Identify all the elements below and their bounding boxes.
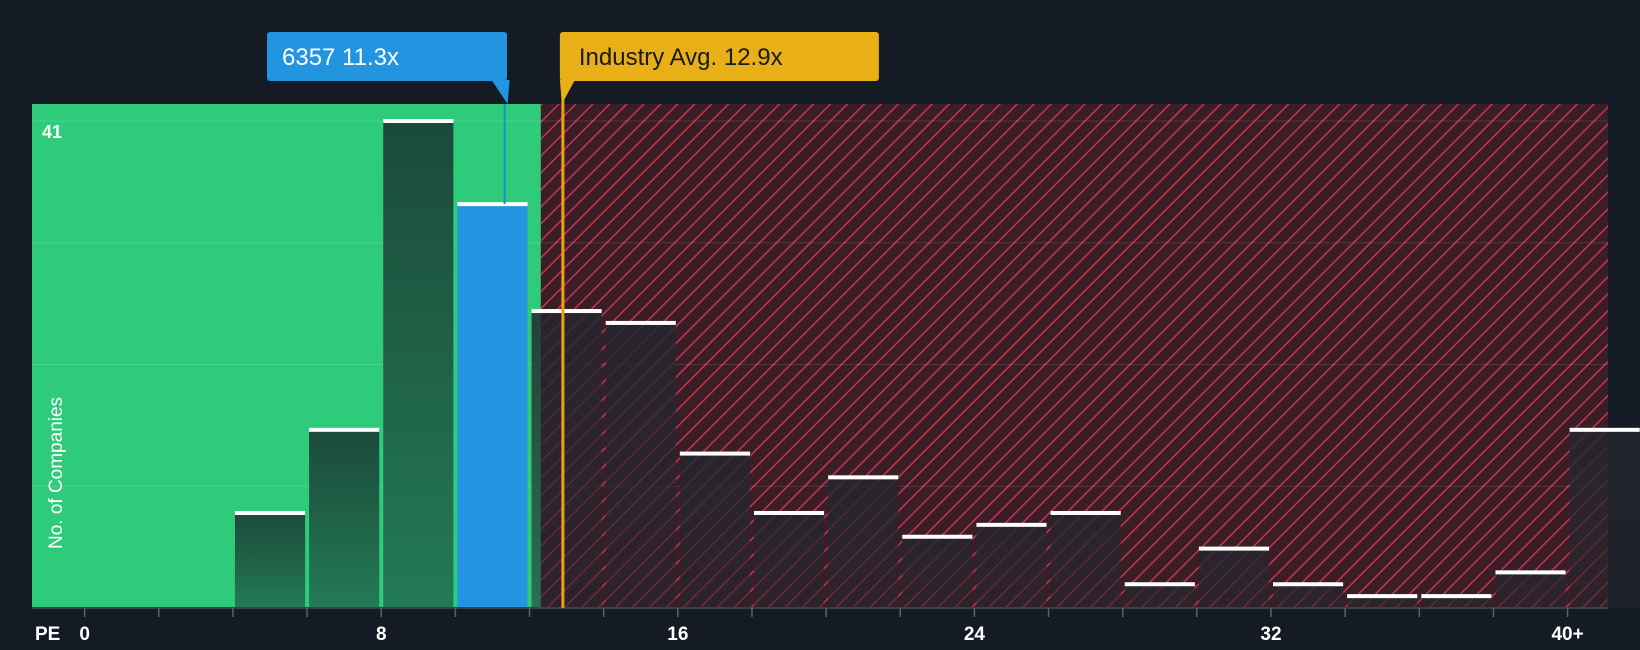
x-axis-label: PE xyxy=(35,624,60,645)
y-axis-label: No. of Companies xyxy=(46,397,67,549)
bar-cap xyxy=(457,202,528,207)
bar-cap xyxy=(309,427,380,432)
bar-cap xyxy=(902,534,973,539)
histogram-bar xyxy=(1421,596,1492,608)
y-max-label: 41 xyxy=(42,122,62,142)
bar-cap xyxy=(531,309,602,314)
gridlines xyxy=(32,120,1608,487)
bar-cap xyxy=(976,522,1047,527)
histogram-bar xyxy=(605,322,676,608)
bar-cap xyxy=(1495,570,1566,575)
histogram-bar xyxy=(1050,512,1121,608)
histogram-bar xyxy=(383,121,454,608)
histogram-bar xyxy=(828,477,899,608)
histogram-bar xyxy=(1495,572,1566,608)
bar-cap xyxy=(679,451,750,456)
company-callout: 6357 11.3x xyxy=(267,32,510,104)
bar-cap xyxy=(383,119,454,123)
histogram-bar xyxy=(1347,596,1418,608)
x-axis: 0 8 16 24 32 40+ xyxy=(32,607,1608,645)
bar-cap xyxy=(1569,427,1640,432)
histogram-bar xyxy=(1273,584,1344,608)
industry-callout: Industry Avg. 12.9x xyxy=(559,32,879,104)
bar-cap xyxy=(1347,594,1418,599)
x-tick-label: 32 xyxy=(1260,624,1281,645)
x-tick-label: 24 xyxy=(964,624,986,645)
company-callout-label: 6357 11.3x xyxy=(282,44,399,71)
bar-cap xyxy=(1050,510,1121,515)
industry-callout-pointer xyxy=(559,80,575,104)
company-callout-box xyxy=(267,32,507,81)
histogram-bar xyxy=(531,311,602,608)
bar-cap xyxy=(828,475,899,480)
x-tick-label: 8 xyxy=(376,624,387,645)
company-bar xyxy=(457,204,528,608)
bar-cap xyxy=(234,510,306,515)
bar-cap xyxy=(605,320,676,325)
histogram-bar xyxy=(309,429,380,608)
bar-cap xyxy=(1198,546,1270,551)
bars xyxy=(234,119,1640,608)
x-tick-label: 16 xyxy=(667,624,688,645)
company-callout-pointer xyxy=(491,80,510,104)
histogram-bar xyxy=(902,536,973,608)
histogram-bar xyxy=(976,524,1047,608)
x-tick-label: 40+ xyxy=(1551,624,1583,645)
industry-callout-label: Industry Avg. 12.9x xyxy=(579,44,783,71)
bar-cap xyxy=(1124,582,1195,587)
bar-cap xyxy=(753,510,825,515)
bar-cap xyxy=(1421,594,1492,599)
histogram-bar xyxy=(753,512,825,608)
x-tick-label: 0 xyxy=(79,624,90,645)
industry-callout-box xyxy=(559,32,879,81)
histogram-bar xyxy=(679,453,750,608)
histogram-bar xyxy=(1569,429,1640,608)
histogram-bar xyxy=(1124,584,1195,608)
bar-cap xyxy=(1273,582,1344,587)
histogram-bar xyxy=(234,512,306,608)
histogram-bar xyxy=(1198,548,1270,608)
